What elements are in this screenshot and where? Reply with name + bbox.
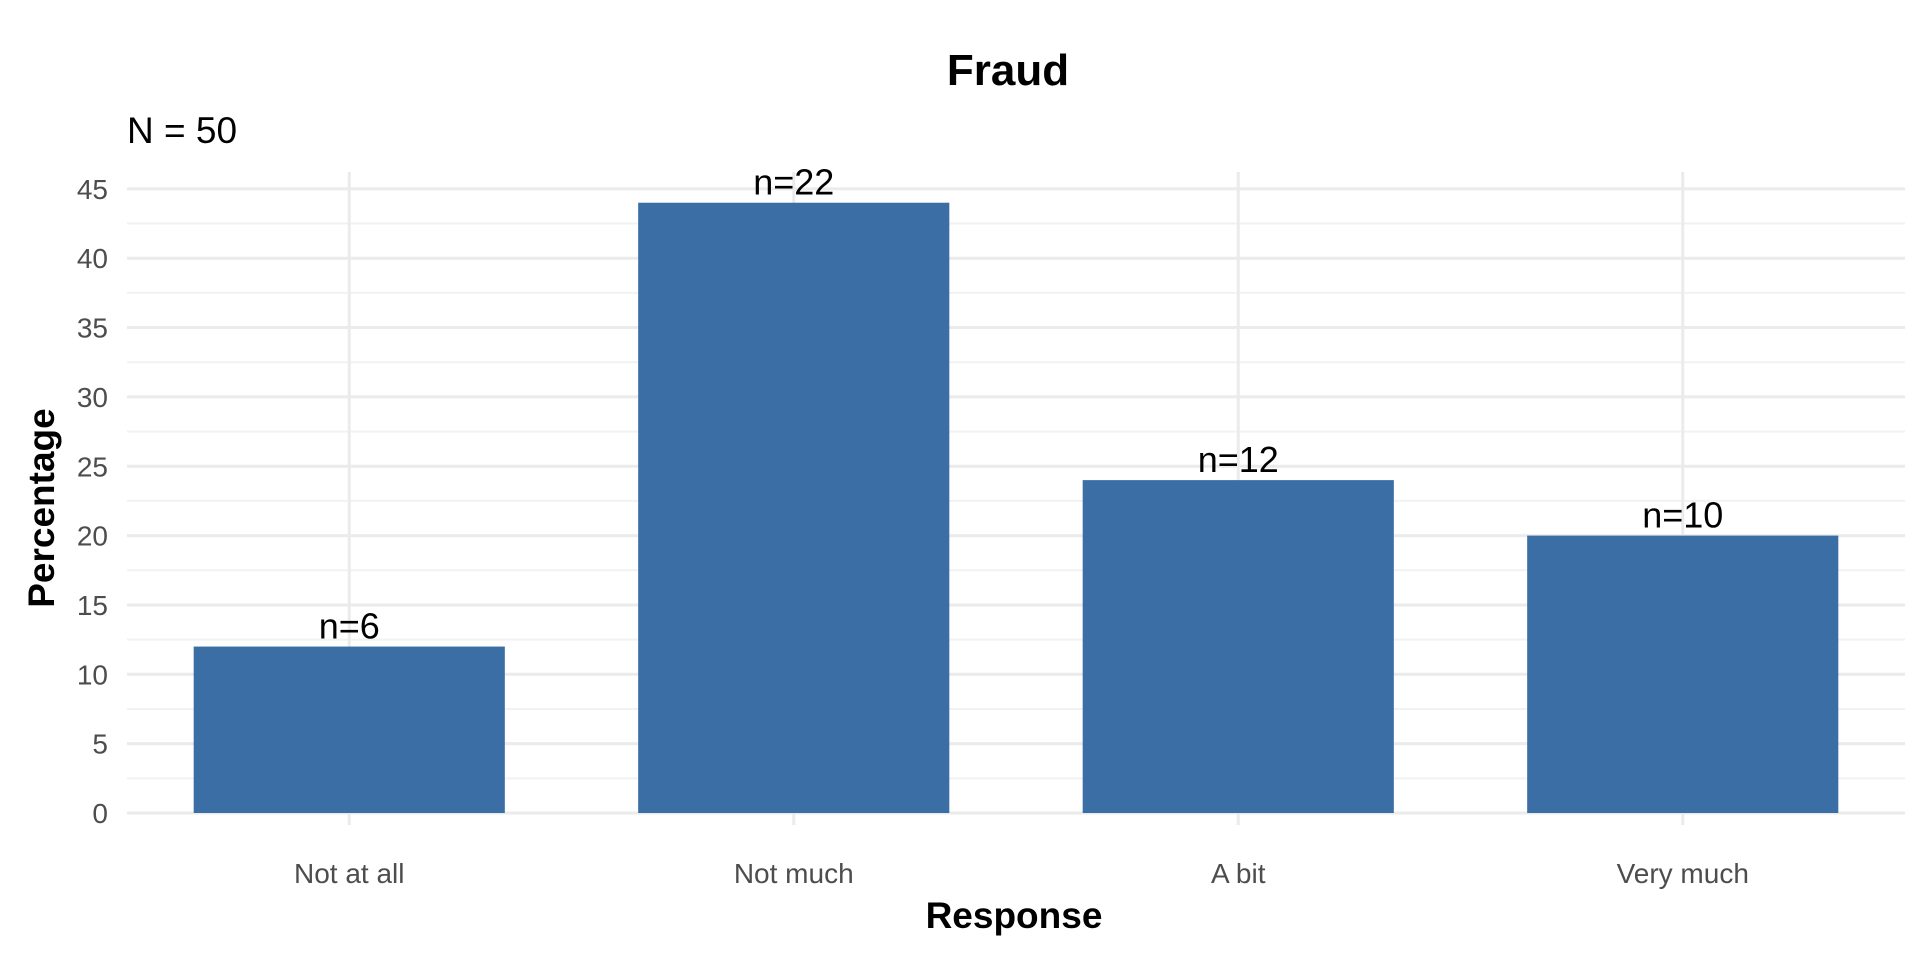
- bar-data-label: n=12: [1198, 439, 1279, 480]
- y-tick-label: 45: [77, 174, 108, 205]
- bar-1: [193, 646, 505, 813]
- y-tick-label: 35: [77, 313, 108, 344]
- x-tick-label: A bit: [1211, 858, 1266, 889]
- y-axis-ticks: 0 5 10 15 20 25 30 35 40 45: [77, 174, 108, 829]
- bar-3: [1082, 480, 1394, 813]
- y-tick-label: 40: [77, 243, 108, 274]
- x-axis-ticks: Not at all Not much A bit Very much: [294, 858, 1749, 889]
- bar-data-label: n=10: [1642, 495, 1723, 536]
- bar-2: [638, 202, 950, 814]
- x-axis-title: Response: [926, 895, 1103, 936]
- bar-4: [1527, 535, 1839, 813]
- chart-title: Fraud: [947, 46, 1069, 95]
- bar-data-label: n=22: [753, 162, 834, 203]
- x-tick-label: Very much: [1617, 858, 1749, 889]
- x-tick-label: Not much: [734, 858, 854, 889]
- bar-data-label: n=6: [319, 606, 380, 647]
- x-tick-label: Not at all: [294, 858, 405, 889]
- bars: [193, 202, 1839, 814]
- y-tick-label: 15: [77, 590, 108, 621]
- y-tick-label: 0: [92, 798, 108, 829]
- y-tick-label: 30: [77, 382, 108, 413]
- y-tick-label: 5: [92, 729, 108, 760]
- y-axis-title: Percentage: [21, 408, 62, 608]
- data-labels: n=6 n=22 n=12 n=10: [319, 162, 1724, 647]
- y-tick-label: 10: [77, 659, 108, 690]
- chart-subtitle: N = 50: [127, 110, 237, 151]
- y-tick-label: 25: [77, 451, 108, 482]
- y-tick-label: 20: [77, 521, 108, 552]
